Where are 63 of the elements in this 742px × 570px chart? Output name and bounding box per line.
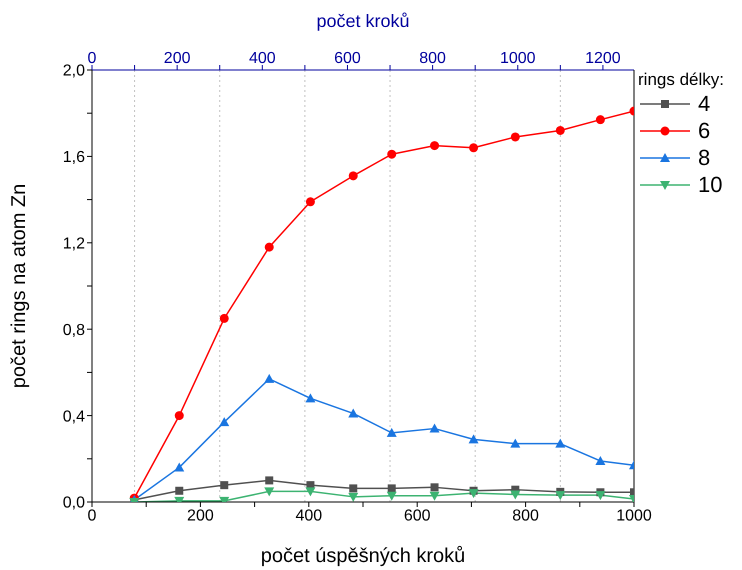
x-tick-label: 800 xyxy=(512,507,540,524)
point xyxy=(595,491,606,500)
point xyxy=(430,141,440,150)
point xyxy=(265,476,274,484)
x-tick-label: 200 xyxy=(187,507,214,524)
point xyxy=(510,490,520,500)
point xyxy=(348,492,358,502)
point xyxy=(430,424,440,433)
point xyxy=(387,150,396,159)
point xyxy=(555,491,566,500)
y-tick-label: 0,8 xyxy=(62,322,86,339)
x2-tick-label: 400 xyxy=(248,50,276,67)
point xyxy=(175,486,184,495)
legend-title: rings délky: xyxy=(638,70,725,90)
point xyxy=(556,126,565,135)
point xyxy=(430,492,440,501)
y-tick-label: 1,6 xyxy=(62,149,86,166)
point xyxy=(348,171,358,180)
x2-tick-label: 800 xyxy=(419,50,446,67)
x-tick-label: 400 xyxy=(295,507,322,524)
point xyxy=(386,428,397,437)
y-tick-label: 1,2 xyxy=(62,235,86,252)
x2-tick-label: 1200 xyxy=(585,50,621,67)
point xyxy=(219,417,230,426)
x-tick-label: 1000 xyxy=(616,507,652,524)
point xyxy=(174,462,184,472)
point xyxy=(220,481,228,490)
point xyxy=(264,242,274,252)
legend-label: 10 xyxy=(698,172,722,198)
point xyxy=(220,314,229,323)
x2-tick-label: 200 xyxy=(164,50,191,67)
point xyxy=(306,197,315,206)
point xyxy=(555,438,566,448)
y-tick-label: 0,4 xyxy=(62,408,86,426)
legend-label: 8 xyxy=(698,144,710,170)
point xyxy=(510,132,520,142)
legend-label: 6 xyxy=(698,118,710,144)
x2-tick-label: 600 xyxy=(334,50,361,67)
point xyxy=(595,456,606,465)
point xyxy=(349,484,358,492)
y-tick-label: 0,0 xyxy=(62,494,86,512)
point xyxy=(174,411,184,420)
point xyxy=(468,434,479,444)
point xyxy=(430,483,439,492)
point xyxy=(264,374,274,383)
point xyxy=(468,489,479,498)
point xyxy=(348,408,358,418)
x-tick-label: 0 xyxy=(88,507,97,524)
point xyxy=(305,393,316,402)
x-tick-label: 600 xyxy=(404,507,431,524)
x2-tick-label: 0 xyxy=(88,50,97,67)
y-tick-label: 2,0 xyxy=(62,62,86,80)
legend-label: 4 xyxy=(698,90,710,116)
point xyxy=(305,487,316,496)
point xyxy=(510,438,520,448)
x-axis-title: počet úspěšných kroků xyxy=(260,545,466,567)
y-axis-title: počet rings na atom Zn xyxy=(8,184,30,388)
point xyxy=(469,143,478,152)
point xyxy=(264,487,274,496)
point xyxy=(596,115,605,124)
x2-tick-label: 1000 xyxy=(500,50,536,67)
x2-axis-title: počet kroků xyxy=(316,10,410,31)
point xyxy=(386,492,397,501)
